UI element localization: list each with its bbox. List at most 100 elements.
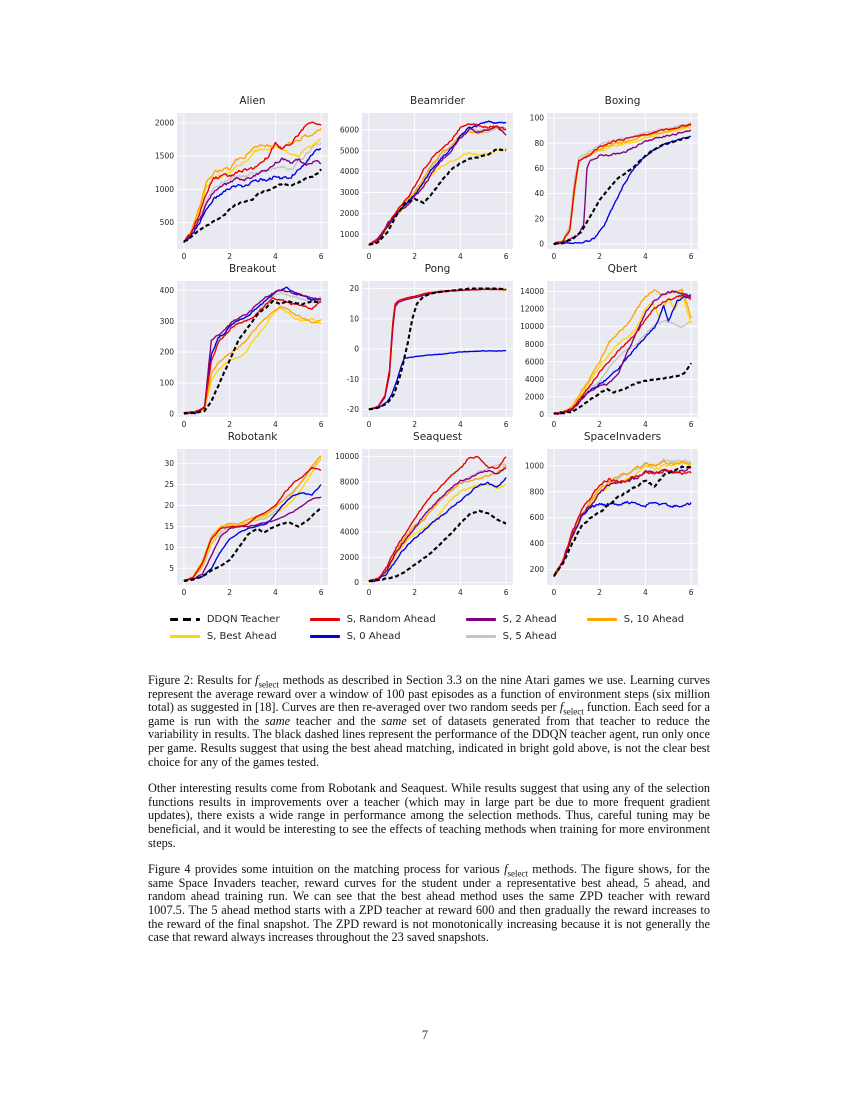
text-segment: teacher and the [290, 713, 382, 728]
legend-item-teacher: DDQN Teacher [169, 613, 280, 626]
figure-caption: Figure 2: Results for fselect methods as… [148, 673, 710, 769]
y-tick-label: 20 [164, 501, 174, 510]
y-tick-label: 15 [164, 522, 174, 531]
figure-2: Alien 500 1000 1500 2000 0 2 4 6 Beamrider 1000… [147, 95, 707, 643]
x-tick-label: 6 [504, 420, 509, 429]
series-line-random [553, 123, 692, 246]
y-tick-label: 4000 [525, 375, 544, 384]
y-tick-label: 4000 [340, 167, 359, 176]
y-tick-label: 200 [530, 565, 545, 574]
series-line-random [368, 123, 507, 245]
chart-robotank: Robotank 5 10 15 20 25 30 0 2 4 6 [147, 431, 332, 599]
legend-column: S, 10 Ahead [586, 613, 684, 643]
x-tick-label: 4 [643, 252, 648, 261]
text-segment: Figure 4 provides some intuition on the … [148, 862, 505, 877]
chart-breakout: Breakout 0 100 200 300 400 0 2 4 6 [147, 263, 332, 431]
chart-plot-boxing: 0 20 40 60 80 100 0 2 4 6 [530, 113, 698, 261]
legend-label-two: S, 2 Ahead [502, 614, 557, 625]
x-tick-label: 0 [551, 252, 556, 261]
y-tick-label: 0 [539, 410, 544, 419]
text-segment-sub: select [563, 706, 584, 717]
legend-label-random: S, Random Ahead [346, 614, 436, 625]
legend-line-random [309, 618, 340, 621]
x-tick-label: 2 [597, 588, 602, 597]
series-line-two [183, 289, 322, 415]
y-tick-label: 30 [164, 459, 174, 468]
series-line-best [553, 293, 692, 415]
chart-plot-robotank: 5 10 15 20 25 30 0 2 4 6 [164, 449, 328, 597]
y-tick-label: 2000 [340, 209, 359, 218]
chart-plot-breakout: 0 100 200 300 400 0 2 4 6 [160, 281, 328, 429]
legend-line-best [169, 635, 200, 638]
chart-alien: Alien 500 1000 1500 2000 0 2 4 6 [147, 95, 332, 263]
y-tick-label: -10 [347, 375, 359, 384]
series-line-best [368, 484, 507, 583]
chart-plot-spaceinvaders: 200 400 600 800 1000 0 2 4 6 [525, 449, 698, 597]
y-tick-label: 8000 [525, 340, 544, 349]
legend-item-five: S, 5 Ahead [465, 630, 557, 643]
plot-background [177, 281, 328, 417]
y-tick-label: 3000 [340, 188, 359, 197]
chart-title-spaceinvaders: SpaceInvaders [583, 431, 662, 443]
y-tick-label: 5000 [340, 146, 359, 155]
legend-label-zero: S, 0 Ahead [346, 631, 401, 642]
y-tick-label: 10 [349, 314, 359, 323]
x-tick-label: 2 [597, 420, 602, 429]
x-tick-label: 6 [504, 252, 509, 261]
body-paragraph-1: Other interesting results come from Robo… [148, 781, 710, 850]
text-segment-sub: select [258, 679, 279, 690]
y-tick-label: 2000 [155, 119, 174, 128]
series-line-two [183, 496, 322, 582]
legend-line-teacher [169, 618, 200, 621]
x-tick-label: 0 [181, 420, 186, 429]
legend-column: S, 2 Ahead S, 5 Ahead [465, 613, 557, 643]
y-tick-label: 1000 [155, 185, 174, 194]
legend-label-five: S, 5 Ahead [502, 631, 557, 642]
x-tick-label: 2 [227, 588, 232, 597]
chart-qbert: Qbert 0 2000 4000 6000 8000 10000 12000 14000 0 2… [517, 263, 702, 431]
y-tick-label: 0 [354, 578, 359, 587]
x-tick-label: 2 [412, 588, 417, 597]
chart-beamrider: Beamrider 1000 2000 3000 4000 5000 6000 0 2 4 6 [332, 95, 517, 263]
y-tick-label: 1000 [340, 230, 359, 239]
x-tick-label: 0 [366, 588, 371, 597]
legend-line-two [465, 618, 496, 621]
y-tick-label: 400 [530, 539, 545, 548]
chart-title-boxing: Boxing [604, 95, 641, 107]
x-tick-label: 4 [273, 588, 278, 597]
x-tick-label: 0 [366, 420, 371, 429]
x-tick-label: 2 [412, 252, 417, 261]
legend-item-zero: S, 0 Ahead [309, 630, 436, 643]
series-line-random [368, 456, 507, 582]
y-tick-label: 0 [169, 410, 174, 419]
series-line-two [553, 290, 692, 415]
y-tick-label: 25 [164, 480, 174, 489]
x-tick-label: 2 [227, 420, 232, 429]
y-tick-label: 6000 [340, 125, 359, 134]
charts-grid: Alien 500 1000 1500 2000 0 2 4 6 Beamrider 1000… [147, 95, 707, 599]
x-tick-label: 4 [458, 420, 463, 429]
y-tick-label: 0 [354, 345, 359, 354]
legend-column: DDQN Teacher S, Best Ahead [169, 613, 280, 643]
chart-spaceinvaders: SpaceInvaders 200 400 600 800 1000 0 2 4 6 [517, 431, 702, 599]
y-tick-label: 8000 [340, 477, 359, 486]
series-line-two [553, 129, 692, 245]
series-line-random [553, 294, 692, 415]
series-line-zero [368, 349, 507, 411]
text-segment-i: f [559, 700, 564, 715]
y-tick-label: 500 [160, 218, 175, 227]
series-line-ten [553, 460, 692, 576]
chart-title-robotank: Robotank [227, 431, 278, 443]
body-paragraph-2: Figure 4 provides some intuition on the … [148, 862, 710, 945]
series-line-teacher [368, 509, 507, 583]
chart-seaquest: Seaquest 0 2000 4000 6000 8000 10000 0 2 4 6 [332, 431, 517, 599]
series-line-teacher [553, 362, 692, 415]
text-segment-i: same [264, 713, 291, 728]
y-tick-label: 10000 [520, 322, 544, 331]
chart-plot-pong: -20 -10 0 10 20 0 2 4 6 [347, 281, 513, 429]
text-segment: Figure 2: Results for [148, 673, 256, 687]
y-tick-label: 4000 [340, 528, 359, 537]
x-tick-label: 4 [643, 420, 648, 429]
y-tick-label: -20 [347, 405, 359, 414]
y-tick-label: 5 [169, 564, 174, 573]
